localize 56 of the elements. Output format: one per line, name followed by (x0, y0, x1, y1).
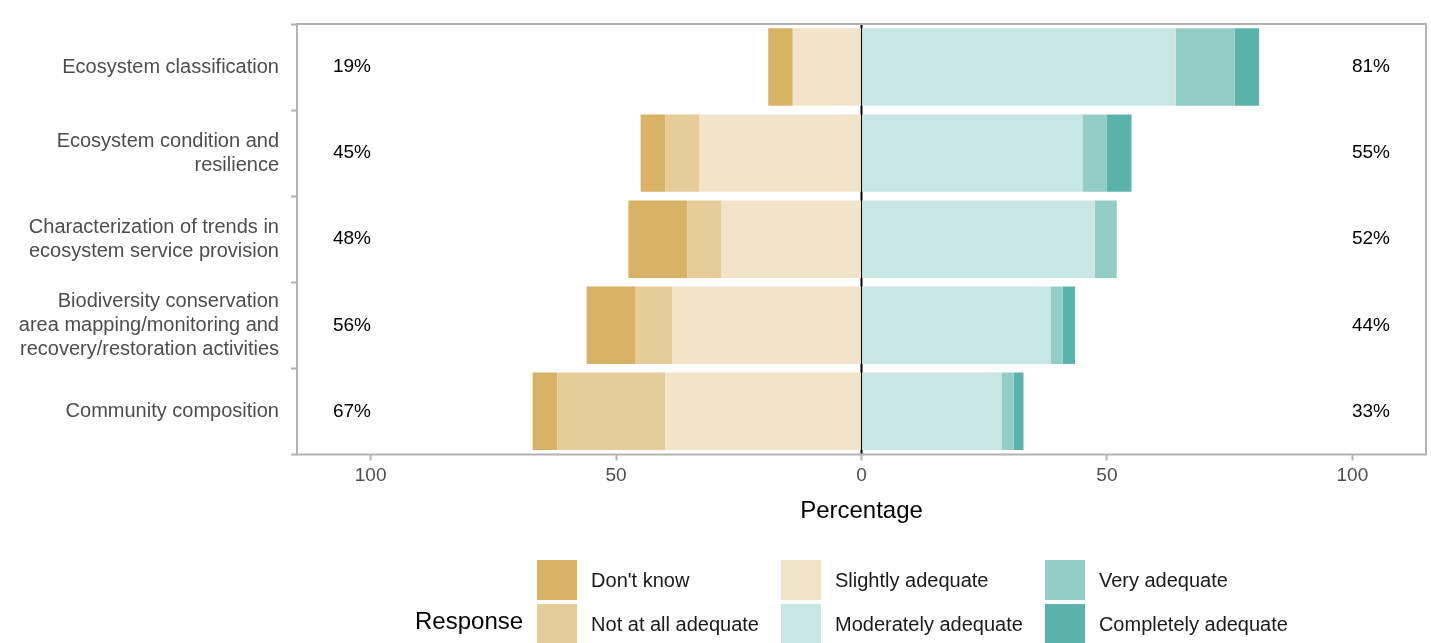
annotation: 52% (1351, 227, 1391, 249)
legend-label: Not at all adequate (591, 612, 759, 636)
annotation: 81% (1351, 55, 1391, 77)
bar (665, 114, 700, 192)
legend-label: Slightly adequate (834, 568, 989, 592)
y-tick-label: Biodiversity conservation area mapping/monitoring and recovery/restoration activities (18, 288, 279, 359)
bar (768, 28, 793, 106)
bar (862, 28, 1176, 106)
bar (1062, 286, 1076, 365)
bar (862, 114, 1083, 192)
bar (665, 372, 861, 451)
annotation: 55% (1351, 141, 1391, 163)
annotation: 67% (332, 399, 372, 421)
y-tick-label: Characterization of trends in ecosystem service provision (28, 214, 279, 261)
bar (1094, 200, 1117, 278)
bar (532, 372, 558, 451)
x-tick-label: 100 (1336, 464, 1369, 486)
y-tick-label: Ecosystem condition and resilience (56, 128, 279, 175)
legend-title: Response (415, 607, 524, 635)
bar (1013, 372, 1024, 451)
x-axis-title: Percentage (800, 496, 923, 524)
x-tick-label: 50 (1096, 464, 1118, 486)
legend-label: Moderately adequate (834, 612, 1023, 636)
bar (862, 286, 1051, 365)
bar (792, 28, 861, 106)
bar (557, 372, 666, 451)
bar (1234, 28, 1260, 106)
y-tick-label: Community composition (65, 398, 279, 421)
bar (699, 114, 861, 192)
bar (1082, 114, 1107, 192)
annotation: 56% (332, 313, 372, 335)
legend-label: Completely adequate (1098, 612, 1288, 636)
bar (687, 200, 722, 278)
annotation: 33% (1351, 399, 1391, 421)
bar (640, 114, 666, 192)
bar (1106, 114, 1132, 192)
bar (721, 200, 861, 278)
annotation: 48% (332, 227, 372, 249)
y-tick-label: Ecosystem classification (62, 54, 279, 77)
annotation: 19% (332, 55, 372, 77)
bar (862, 372, 1002, 451)
bar (672, 286, 861, 365)
annotation: 45% (332, 141, 372, 163)
bar (586, 286, 636, 365)
x-tick-label: 50 (605, 464, 627, 486)
bar (628, 200, 688, 278)
bar (1001, 372, 1014, 451)
bar (1050, 286, 1063, 365)
bar (635, 286, 673, 365)
x-tick-label: 0 (856, 464, 867, 486)
bar (1175, 28, 1235, 106)
annotation: 44% (1351, 313, 1391, 335)
bar (862, 200, 1095, 278)
x-tick-label: 100 (354, 464, 387, 486)
legend-label: Very adequate (1098, 568, 1228, 592)
legend-label: Don't know (591, 568, 690, 592)
